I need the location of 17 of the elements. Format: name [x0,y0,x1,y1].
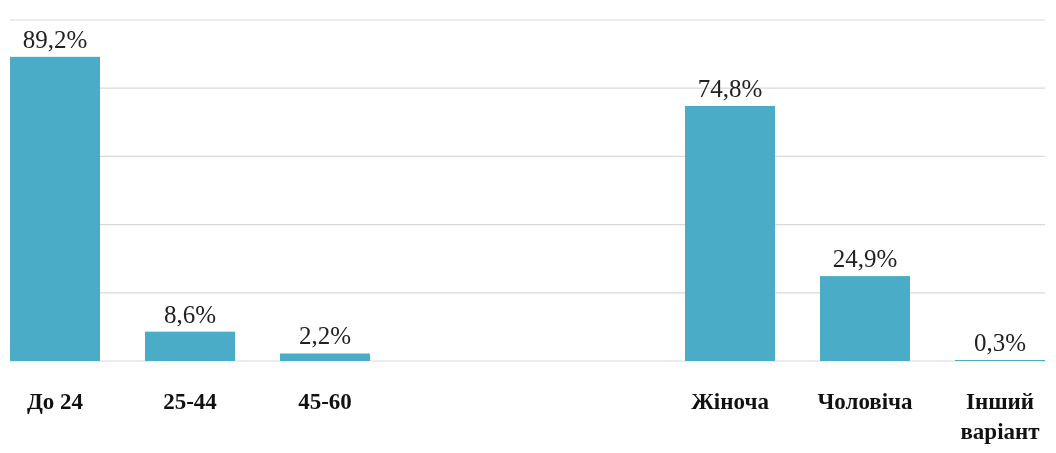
x-tick-label: Жіноча [691,389,770,414]
data-label: 24,9% [832,245,898,273]
bar [820,276,910,361]
data-label: 2,2% [298,322,352,350]
data-label: 8,6% [163,300,217,328]
bar [685,105,775,361]
bar [280,353,370,361]
x-tick-label: 45-60 [298,389,352,414]
bar [145,331,235,361]
data-label: 0,3% [973,328,1027,356]
x-tick-label: Інший варіант [960,389,1041,444]
x-tick-label: 25-44 [163,389,218,414]
data-label: 74,8% [697,74,763,102]
x-tick-label: Чоловіча [817,389,914,414]
x-tick-label: До 24 [26,389,84,414]
data-label: 89,2% [22,25,88,53]
bar [10,56,100,361]
